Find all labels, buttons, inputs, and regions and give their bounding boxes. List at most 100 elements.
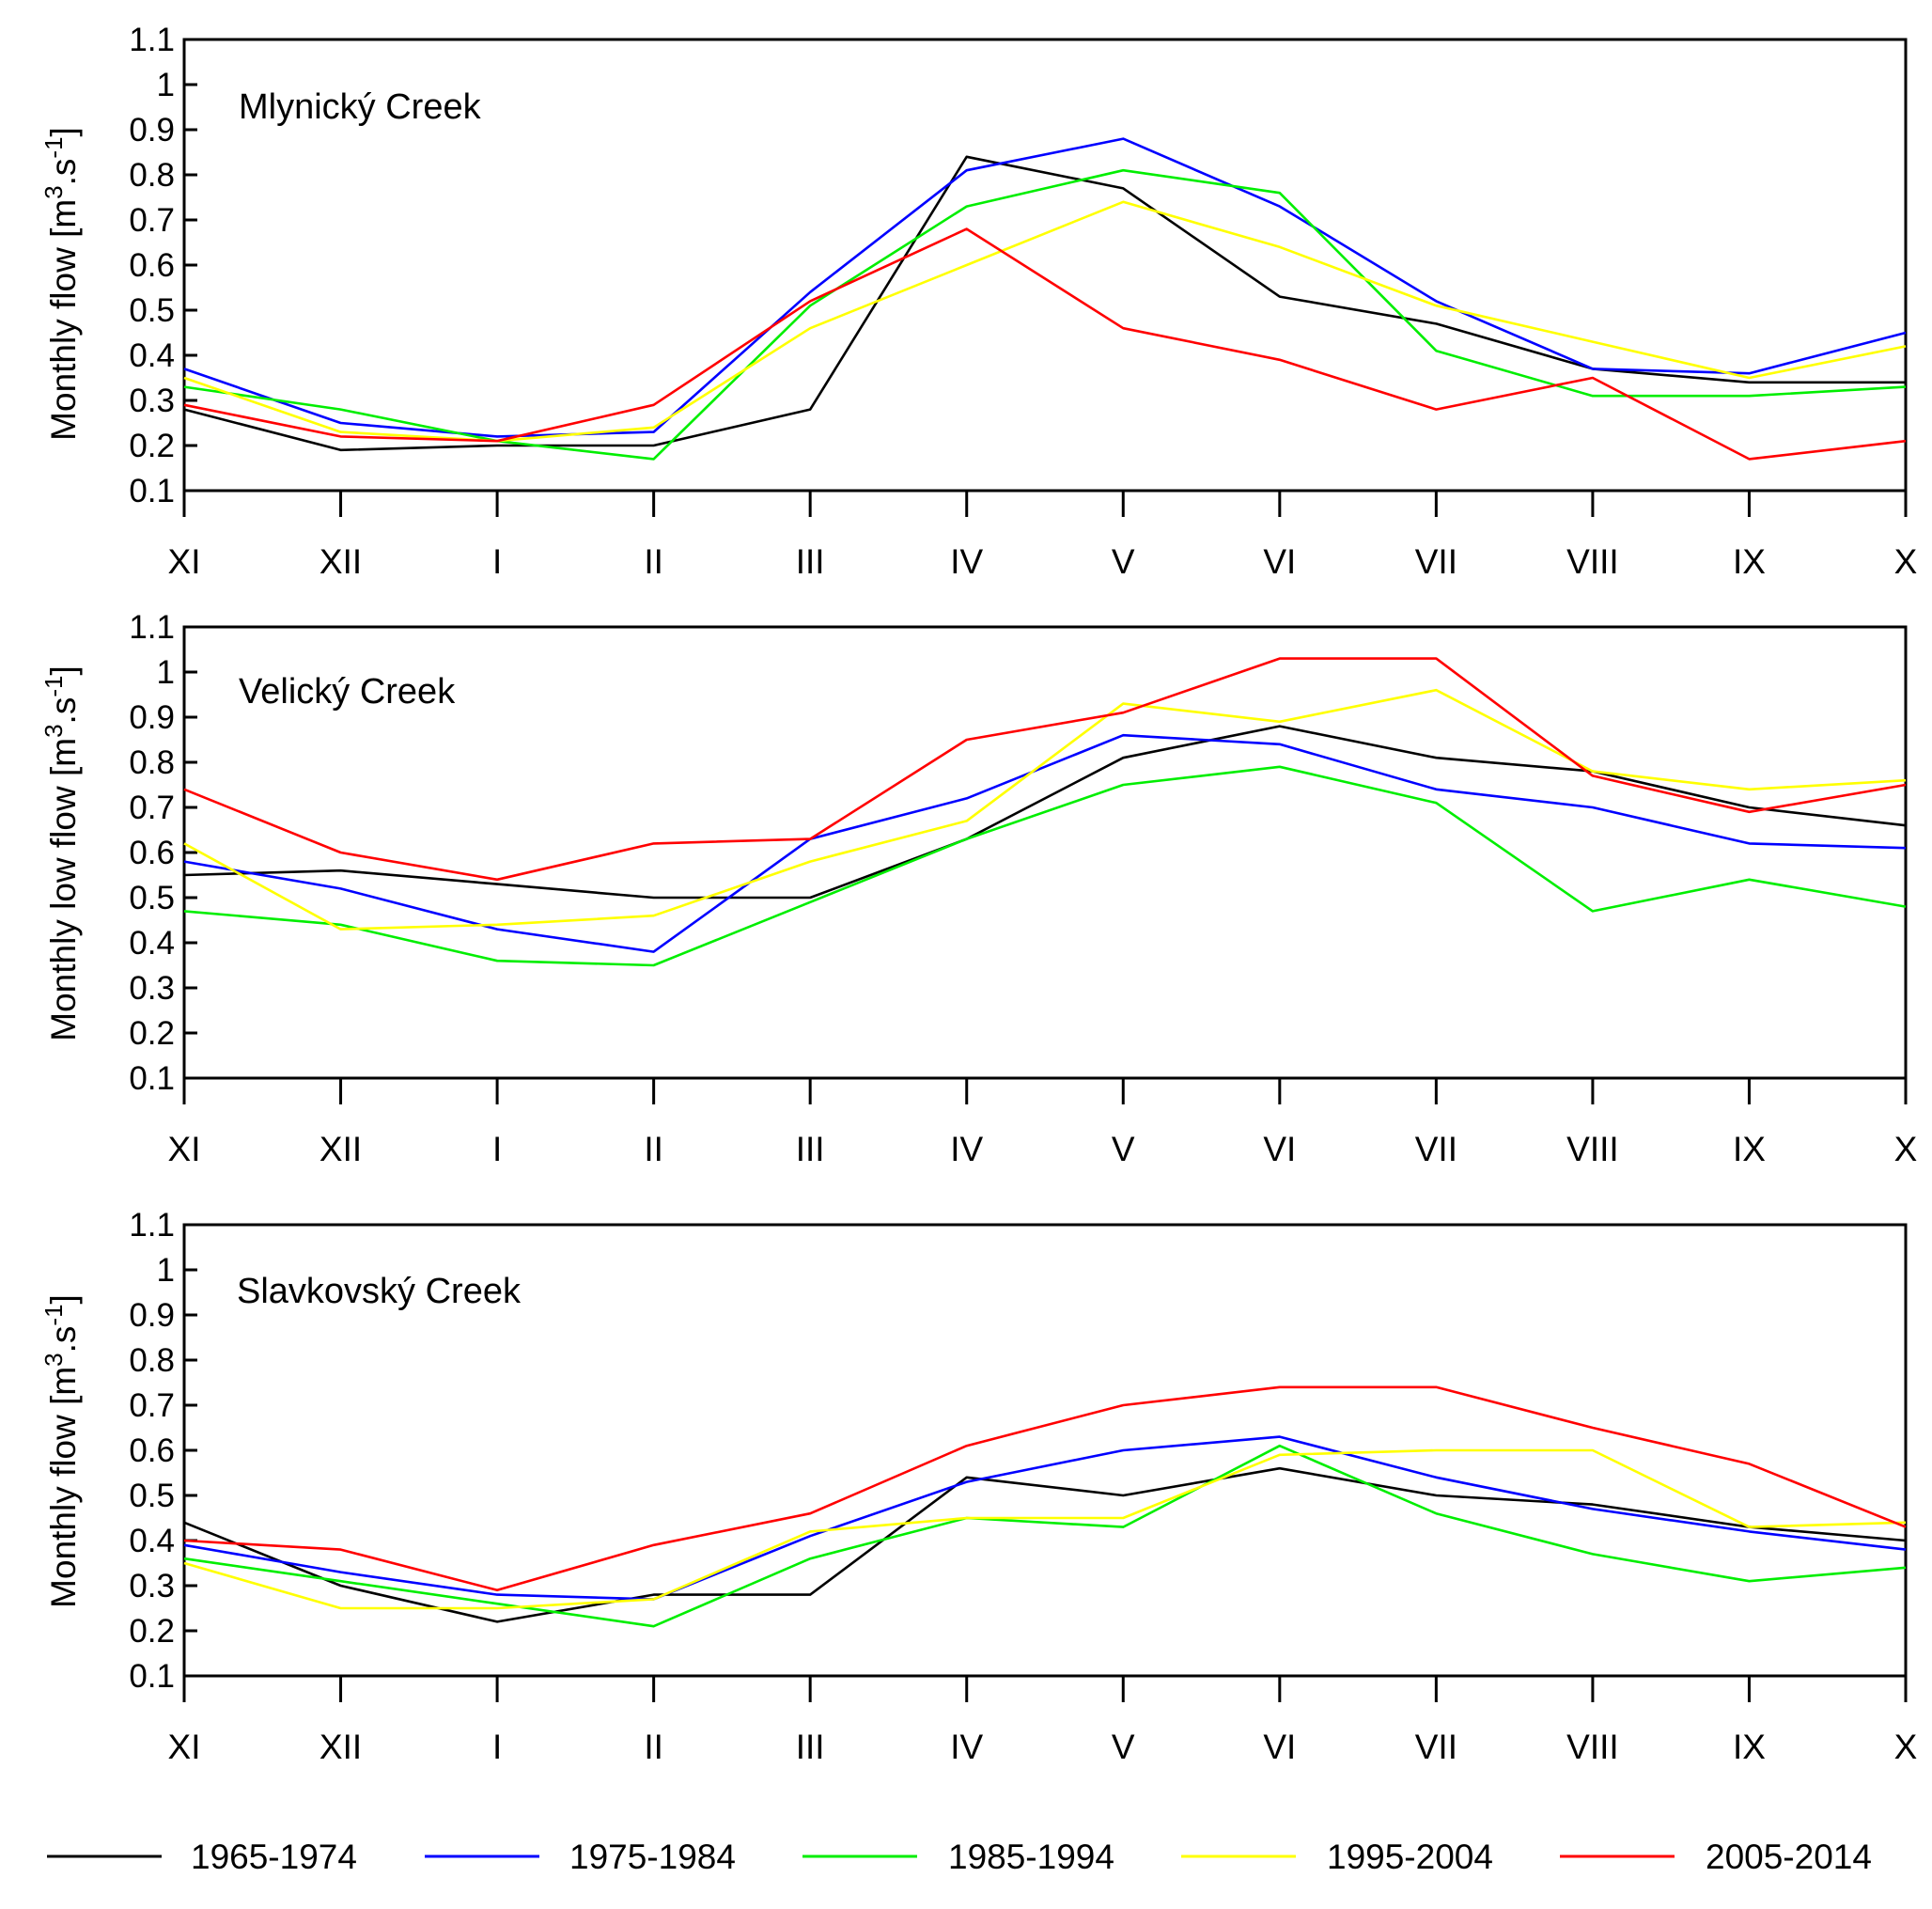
y-tick-label: 0.5 [129, 880, 175, 916]
y-tick-label: 0.5 [129, 1478, 175, 1514]
x-tick-label: XII [319, 1728, 362, 1766]
legend-item-1965-1974: 1965-1974 [47, 1838, 357, 1876]
x-tick-label: V [1112, 1130, 1135, 1168]
y-tick-label: 0.6 [129, 247, 175, 284]
series-line-1975-1984 [183, 1435, 1907, 1601]
creek-title: Velický Creek [239, 672, 456, 712]
y-tick-label: 0.1 [129, 1658, 175, 1695]
x-tick-label: IX [1733, 542, 1766, 581]
y-tick-label: 1.1 [129, 609, 175, 646]
x-tick-label: I [492, 542, 502, 581]
y-tick-label: 0.7 [129, 202, 175, 239]
y-tick-label: 0.2 [129, 1613, 175, 1650]
y-tick-label: 0.1 [129, 1060, 175, 1097]
y-tick-label: 0.7 [129, 790, 175, 826]
creek-title: Slavkovský Creek [237, 1272, 522, 1311]
x-axis: XI XII I II III IV V VI VII VIII IX X [168, 1676, 1918, 1766]
x-tick-label: II [644, 1728, 663, 1766]
y-tick-label: 0.6 [129, 1432, 175, 1469]
series-line-1985-1994 [183, 168, 1907, 461]
y-tick-label: 0.1 [129, 473, 175, 509]
y-tick-label: 0.6 [129, 835, 175, 871]
y-axis-label: Monthly flow [m3.s-1] [39, 127, 83, 441]
series-line-2005-2014 [183, 1385, 1907, 1592]
series-line-2005-2014 [183, 657, 1907, 882]
x-tick-label: VI [1263, 1728, 1296, 1766]
series-line-1975-1984 [183, 733, 1907, 953]
legend-label: 1965-1974 [191, 1838, 357, 1876]
y-tick-label: 0.4 [129, 925, 175, 962]
y-tick-label: 0.9 [129, 112, 175, 149]
legend-item-1985-1994: 1985-1994 [802, 1838, 1114, 1876]
x-tick-label: III [796, 542, 825, 581]
series-layer [183, 1385, 1907, 1628]
y-tick-label: 0.4 [129, 1523, 175, 1559]
x-tick-label: X [1894, 1130, 1918, 1168]
panel-velicky: 0.10.20.30.40.50.60.70.80.911.1 XI XII I II… [39, 609, 1917, 1168]
legend: 1965-1974 1975-1984 1985-1994 1995-2004 … [47, 1838, 1872, 1876]
y-tick-label: 0.7 [129, 1387, 175, 1424]
series-line-2005-2014 [183, 227, 1907, 461]
x-tick-label: IX [1733, 1130, 1766, 1168]
y-axis: 0.1 0.2 0.3 0.4 0.5 0.6 0.7 0.8 0.9 1 1.1 [129, 1207, 197, 1695]
series-line-1965-1974 [183, 1466, 1907, 1623]
y-tick-label: 0.8 [129, 744, 175, 781]
x-tick-label: II [644, 1130, 663, 1168]
x-tick-label: V [1112, 1728, 1135, 1766]
series-line-1995-2004 [183, 688, 1907, 931]
x-tick-label: XI [168, 542, 201, 581]
creek-title: Mlynický Creek [239, 87, 482, 127]
x-tick-label: III [796, 1130, 825, 1168]
y-tick-label: 0.4 [129, 337, 175, 374]
x-tick-label: XI [168, 1728, 201, 1766]
x-tick-label: VIII [1566, 542, 1619, 581]
y-tick-label: 0.2 [129, 1015, 175, 1052]
series-layer [183, 137, 1907, 461]
x-tick-label: II [644, 542, 663, 581]
x-tick-label: IV [950, 542, 983, 581]
x-axis: XI XII I II III IV V VI VII VIII IX X [168, 1078, 1918, 1168]
y-tick-label: 0.3 [129, 383, 175, 419]
y-tick-label: 1 [157, 654, 175, 691]
legend-item-1995-2004: 1995-2004 [1181, 1838, 1493, 1876]
x-tick-label: X [1894, 542, 1918, 581]
x-tick-label: VII [1415, 1728, 1457, 1766]
legend-item-1975-1984: 1975-1984 [425, 1838, 736, 1876]
series-line-1995-2004 [183, 1448, 1907, 1610]
x-tick-label: I [492, 1130, 502, 1168]
y-tick-label: 0.9 [129, 1297, 175, 1334]
legend-item-2005-2014: 2005-2014 [1560, 1838, 1872, 1876]
series-line-1965-1974 [183, 155, 1906, 452]
x-axis: XI XII I II III IV V VI VII VIII IX X [168, 491, 1918, 581]
y-tick-label: 0.9 [129, 699, 175, 736]
series-line-1985-1994 [183, 1444, 1907, 1628]
x-tick-label: VI [1263, 542, 1296, 581]
series-line-1975-1984 [183, 137, 1907, 438]
legend-label: 1985-1994 [948, 1838, 1114, 1876]
x-tick-label: X [1894, 1728, 1918, 1766]
x-tick-label: VI [1263, 1130, 1296, 1168]
x-tick-label: XII [319, 542, 362, 581]
legend-label: 1995-2004 [1327, 1838, 1493, 1876]
x-tick-label: VIII [1566, 1728, 1619, 1766]
y-tick-label: 1.1 [129, 1207, 175, 1244]
y-tick-label: 1 [157, 1252, 175, 1289]
series-line-1965-1974 [183, 725, 1907, 900]
x-tick-label: I [492, 1728, 502, 1766]
y-tick-label: 0.8 [129, 1342, 175, 1379]
y-axis: 0.1 0.2 0.3 0.4 0.5 0.6 0.7 0.8 0.9 1 1.1 [129, 22, 197, 509]
x-tick-label: XII [319, 1130, 362, 1168]
legend-label: 2005-2014 [1706, 1838, 1872, 1876]
series-layer [183, 657, 1907, 967]
x-tick-label: VII [1415, 1130, 1457, 1168]
y-axis-label: Monthly flow [m3.s-1] [39, 1294, 83, 1608]
x-tick-label: VII [1415, 542, 1457, 581]
series-line-1985-1994 [183, 765, 1907, 967]
x-tick-label: IX [1733, 1728, 1766, 1766]
x-tick-label: VIII [1566, 1130, 1619, 1168]
y-tick-label: 0.3 [129, 1568, 175, 1604]
y-axis-label: Monthly low flow [m3.s-1] [39, 665, 83, 1041]
x-tick-label: IV [950, 1728, 983, 1766]
y-tick-label: 1 [157, 67, 175, 103]
